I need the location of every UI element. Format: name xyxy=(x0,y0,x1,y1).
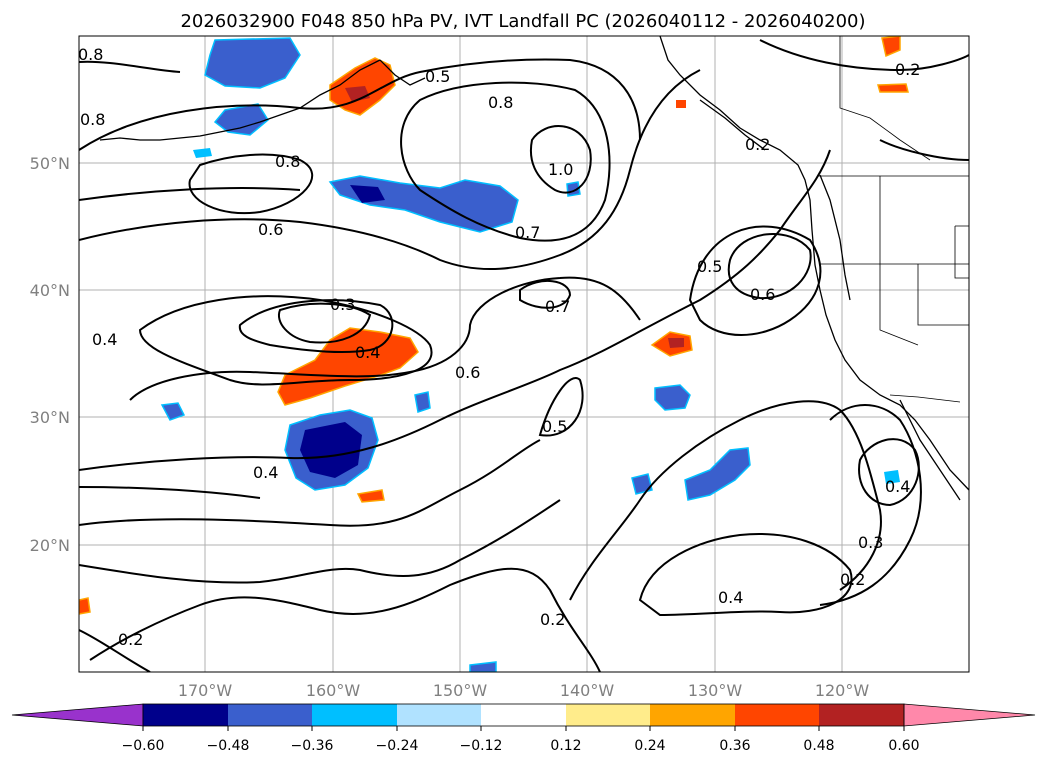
lon-label: 170°W xyxy=(178,681,233,700)
latitude-labels: 50°N 40°N 30°N 20°N xyxy=(30,154,70,555)
contour-label: 0.3 xyxy=(858,533,883,552)
contour-label: 0.6 xyxy=(258,220,283,239)
contour-label: 0.6 xyxy=(750,285,775,304)
political-borders xyxy=(818,36,969,403)
colorbar-tick-label: 0.48 xyxy=(803,738,834,754)
colorbar-tick-label: 0.12 xyxy=(550,738,581,754)
colorbar-bin xyxy=(312,704,397,726)
map-title: 2026032900 F048 850 hPa PV, IVT Landfall… xyxy=(180,11,865,32)
colorbar-frame xyxy=(142,703,905,727)
contour-label: 0.3 xyxy=(330,295,355,314)
shaded-anomalies xyxy=(79,36,909,672)
lon-label: 120°W xyxy=(815,681,870,700)
colorbar-tick-label: 0.24 xyxy=(634,738,665,754)
contour-label: 0.4 xyxy=(92,330,117,349)
contour-label: 0.5 xyxy=(425,67,450,86)
colorbar-bin xyxy=(819,704,904,726)
contour-label: 0.4 xyxy=(253,463,278,482)
colorbar-tick-label: −0.36 xyxy=(291,738,334,754)
lat-label: 40°N xyxy=(30,281,70,300)
colorbar-tick-label: −0.24 xyxy=(376,738,419,754)
lat-label: 50°N xyxy=(30,154,70,173)
colorbar-tick-label: 0.60 xyxy=(888,738,919,754)
lon-label: 140°W xyxy=(560,681,615,700)
map-panel: 0.8 0.8 0.8 0.5 0.8 1.0 0.7 0.6 0.3 0.4 … xyxy=(78,35,970,673)
lon-label: 130°W xyxy=(688,681,743,700)
colorbar-bin xyxy=(228,704,312,726)
colorbar-tick-label: −0.48 xyxy=(207,738,250,754)
contour-label: 0.5 xyxy=(697,257,722,276)
contour-label: 0.2 xyxy=(118,630,143,649)
contour-label: 0.4 xyxy=(718,588,743,607)
contour-label: 0.4 xyxy=(355,343,380,362)
lat-label: 20°N xyxy=(30,536,70,555)
colorbar-bin xyxy=(143,704,228,726)
contour-label: 0.2 xyxy=(540,610,565,629)
map-frame xyxy=(78,35,970,673)
colorbar-bin xyxy=(481,704,566,726)
contour-label: 0.2 xyxy=(895,60,920,79)
negative-anomaly-region xyxy=(204,37,301,89)
contour-label: 0.7 xyxy=(545,297,570,316)
lat-label: 30°N xyxy=(30,408,70,427)
colorbar-tick-label: −0.12 xyxy=(460,738,503,754)
pv-contours xyxy=(79,39,969,672)
colorbar-bin xyxy=(735,704,819,726)
contour-label: 0.8 xyxy=(488,93,513,112)
colorbar-bin xyxy=(397,704,481,726)
colorbar-extend-low xyxy=(11,703,144,727)
colorbar-extend-high xyxy=(903,703,1036,727)
contour-label: 1.0 xyxy=(548,160,573,179)
colorbar-bin xyxy=(566,704,650,726)
contour-labels: 0.8 0.8 0.8 0.5 0.8 1.0 0.7 0.6 0.3 0.4 … xyxy=(78,45,920,649)
colorbar-bin xyxy=(650,704,735,726)
lon-label: 160°W xyxy=(306,681,361,700)
contour-label: 0.5 xyxy=(542,417,567,436)
contour-label: 0.8 xyxy=(275,152,300,171)
contour-label: 0.4 xyxy=(885,477,910,496)
map-background xyxy=(79,36,969,672)
lon-label: 150°W xyxy=(433,681,488,700)
contour-label: 0.2 xyxy=(840,570,865,589)
contour-label: 0.8 xyxy=(80,110,105,129)
contour-label: 0.8 xyxy=(78,45,103,64)
contour-label: 0.6 xyxy=(455,363,480,382)
contour-label: 0.2 xyxy=(745,135,770,154)
colorbar-tick-label: −0.60 xyxy=(122,738,165,754)
longitude-labels: 170°W 160°W 150°W 140°W 130°W 120°W xyxy=(178,681,870,700)
colorbar-tick-label: 0.36 xyxy=(719,738,750,754)
contour-label: 0.7 xyxy=(515,223,540,242)
colorbar: −0.60 −0.48 −0.36 −0.24 −0.12 0.12 0.24 … xyxy=(11,703,1036,754)
